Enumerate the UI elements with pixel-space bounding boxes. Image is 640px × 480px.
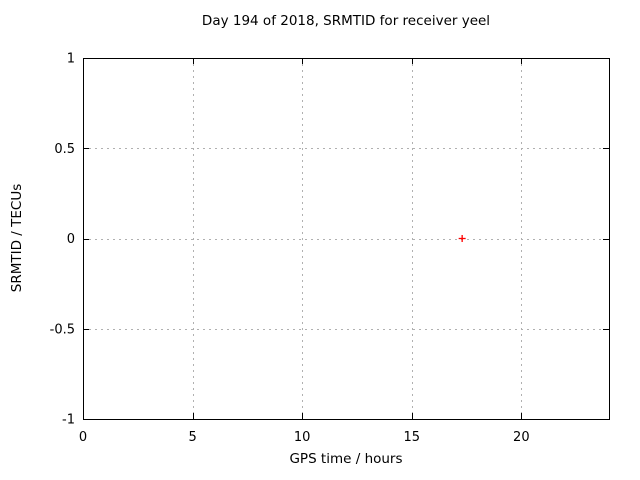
x-tick-label: 20 [513,430,530,445]
x-axis-label: GPS time / hours [289,451,403,467]
x-tick-label: 5 [188,430,196,445]
x-tick-label: 10 [294,430,311,445]
y-tick-label: 0 [67,232,75,247]
y-tick-label: 1 [67,52,75,67]
y-tick-label: 0.5 [54,142,75,157]
plot-border [83,58,610,420]
x-tick-label: 15 [403,430,420,445]
y-axis-label: SRMTID / TECUs [9,183,25,293]
y-tick-label: -0.5 [50,322,75,337]
chart-title: Day 194 of 2018, SRMTID for receiver yee… [201,13,491,29]
y-tick-label: -1 [62,413,75,428]
x-tick-label: 0 [79,430,87,445]
